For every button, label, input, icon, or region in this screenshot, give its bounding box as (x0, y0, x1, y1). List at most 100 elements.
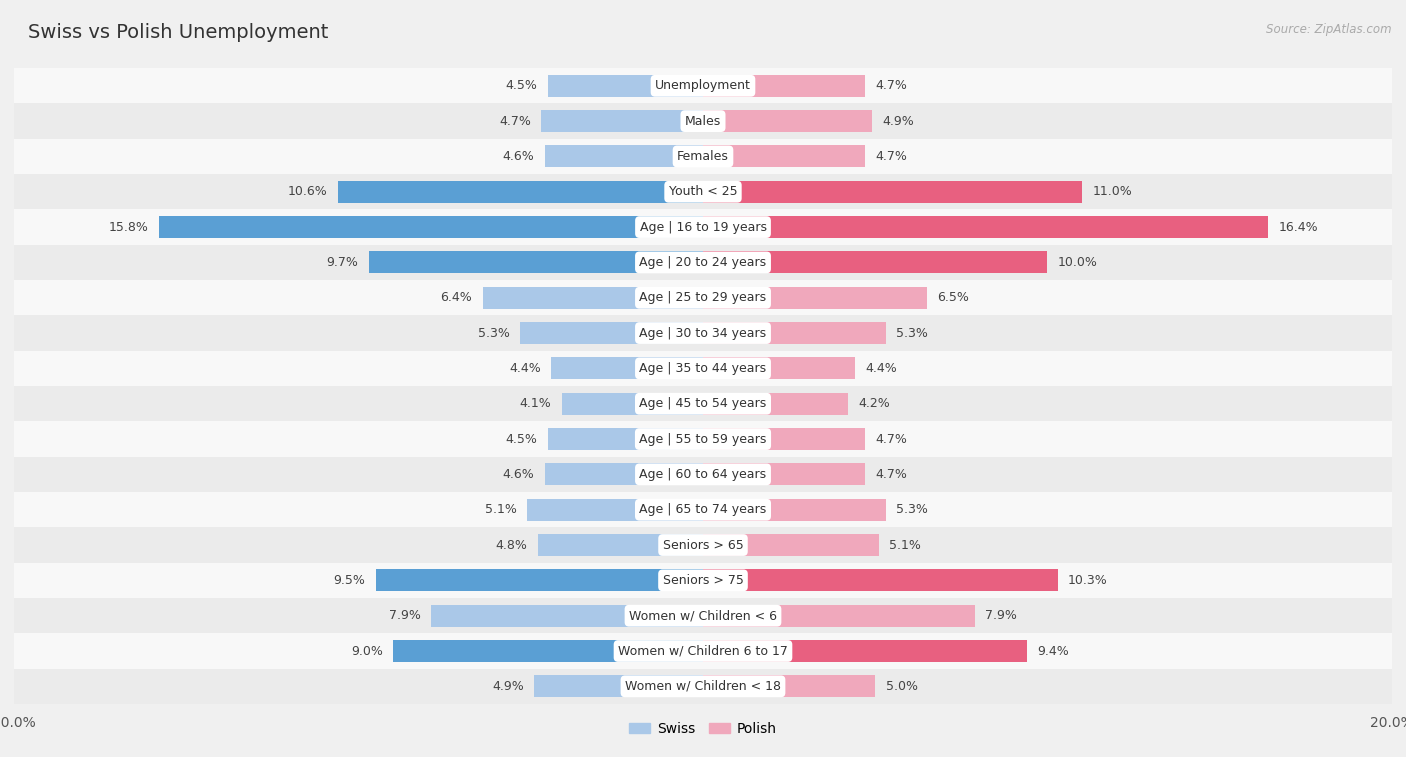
Bar (159, 217, 703, 238)
Text: 4.1%: 4.1% (520, 397, 551, 410)
Bar (544, 463, 703, 485)
Bar (548, 75, 703, 97)
Text: 10.3%: 10.3% (1069, 574, 1108, 587)
Bar (703, 675, 875, 697)
Text: Women w/ Children < 18: Women w/ Children < 18 (626, 680, 780, 693)
Text: 4.7%: 4.7% (875, 432, 907, 446)
Bar (551, 357, 703, 379)
Text: Age | 20 to 24 years: Age | 20 to 24 years (640, 256, 766, 269)
Text: 9.5%: 9.5% (333, 574, 366, 587)
Text: 4.2%: 4.2% (858, 397, 890, 410)
Text: Unemployment: Unemployment (655, 79, 751, 92)
Text: 9.4%: 9.4% (1038, 644, 1069, 658)
Bar (482, 287, 703, 309)
Text: Swiss vs Polish Unemployment: Swiss vs Polish Unemployment (28, 23, 329, 42)
Text: 5.3%: 5.3% (896, 326, 928, 340)
Bar (703, 428, 865, 450)
Bar (14, 210, 1392, 245)
Text: 5.3%: 5.3% (896, 503, 928, 516)
Bar (14, 386, 1392, 422)
Text: Age | 16 to 19 years: Age | 16 to 19 years (640, 220, 766, 234)
Bar (14, 245, 1392, 280)
Bar (14, 104, 1392, 139)
Bar (337, 181, 703, 203)
Text: 9.0%: 9.0% (350, 644, 382, 658)
Text: 4.8%: 4.8% (495, 538, 527, 552)
Bar (375, 569, 703, 591)
Text: 7.9%: 7.9% (986, 609, 1018, 622)
Text: 4.7%: 4.7% (875, 79, 907, 92)
Bar (14, 139, 1392, 174)
Text: 10.0%: 10.0% (1057, 256, 1098, 269)
Text: 5.3%: 5.3% (478, 326, 510, 340)
Text: 4.6%: 4.6% (502, 468, 534, 481)
Text: 6.4%: 6.4% (440, 291, 472, 304)
Bar (544, 145, 703, 167)
Bar (537, 534, 703, 556)
Bar (703, 569, 1057, 591)
Text: Source: ZipAtlas.com: Source: ZipAtlas.com (1267, 23, 1392, 36)
Text: 4.5%: 4.5% (506, 79, 537, 92)
Bar (703, 463, 865, 485)
Bar (14, 316, 1392, 350)
Text: Age | 65 to 74 years: Age | 65 to 74 years (640, 503, 766, 516)
Text: 4.4%: 4.4% (865, 362, 897, 375)
Text: Age | 45 to 54 years: Age | 45 to 54 years (640, 397, 766, 410)
Text: 15.8%: 15.8% (108, 220, 149, 234)
Bar (14, 562, 1392, 598)
Bar (430, 605, 703, 627)
Text: Women w/ Children 6 to 17: Women w/ Children 6 to 17 (619, 644, 787, 658)
Text: 4.9%: 4.9% (492, 680, 524, 693)
Bar (534, 675, 703, 697)
Bar (703, 357, 855, 379)
Text: 6.5%: 6.5% (938, 291, 969, 304)
Text: 16.4%: 16.4% (1278, 220, 1317, 234)
Bar (703, 322, 886, 344)
Bar (520, 322, 703, 344)
Bar (703, 534, 879, 556)
Bar (548, 428, 703, 450)
Text: 5.1%: 5.1% (889, 538, 921, 552)
Text: Age | 35 to 44 years: Age | 35 to 44 years (640, 362, 766, 375)
Text: 7.9%: 7.9% (388, 609, 420, 622)
Text: 4.6%: 4.6% (502, 150, 534, 163)
Text: Seniors > 75: Seniors > 75 (662, 574, 744, 587)
Bar (562, 393, 703, 415)
Bar (703, 640, 1026, 662)
Bar (703, 75, 865, 97)
Bar (703, 605, 976, 627)
Bar (14, 598, 1392, 634)
Bar (703, 145, 865, 167)
Bar (703, 111, 872, 132)
Text: 4.4%: 4.4% (509, 362, 541, 375)
Bar (14, 422, 1392, 456)
Text: 5.0%: 5.0% (886, 680, 918, 693)
Text: 4.5%: 4.5% (506, 432, 537, 446)
Bar (703, 181, 1083, 203)
Text: 5.1%: 5.1% (485, 503, 517, 516)
Text: 4.9%: 4.9% (882, 114, 914, 128)
Bar (14, 668, 1392, 704)
Bar (703, 393, 848, 415)
Bar (14, 456, 1392, 492)
Bar (14, 174, 1392, 210)
Text: Seniors > 65: Seniors > 65 (662, 538, 744, 552)
Text: 11.0%: 11.0% (1092, 185, 1132, 198)
Text: Age | 60 to 64 years: Age | 60 to 64 years (640, 468, 766, 481)
Text: 9.7%: 9.7% (326, 256, 359, 269)
Bar (541, 111, 703, 132)
Text: Youth < 25: Youth < 25 (669, 185, 737, 198)
Bar (14, 68, 1392, 104)
Text: Age | 55 to 59 years: Age | 55 to 59 years (640, 432, 766, 446)
Text: Males: Males (685, 114, 721, 128)
Text: Age | 30 to 34 years: Age | 30 to 34 years (640, 326, 766, 340)
Bar (392, 640, 703, 662)
Bar (14, 280, 1392, 316)
Text: 4.7%: 4.7% (499, 114, 531, 128)
Bar (527, 499, 703, 521)
Text: Females: Females (678, 150, 728, 163)
Bar (703, 287, 927, 309)
Bar (14, 350, 1392, 386)
Text: 4.7%: 4.7% (875, 150, 907, 163)
Text: 10.6%: 10.6% (288, 185, 328, 198)
